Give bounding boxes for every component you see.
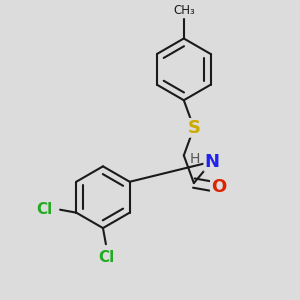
Text: O: O <box>211 178 226 196</box>
Text: Cl: Cl <box>98 250 114 265</box>
Text: N: N <box>204 153 219 171</box>
Text: Cl: Cl <box>37 202 53 217</box>
Text: S: S <box>188 119 200 137</box>
Text: CH₃: CH₃ <box>173 4 195 17</box>
Text: H: H <box>190 152 200 166</box>
